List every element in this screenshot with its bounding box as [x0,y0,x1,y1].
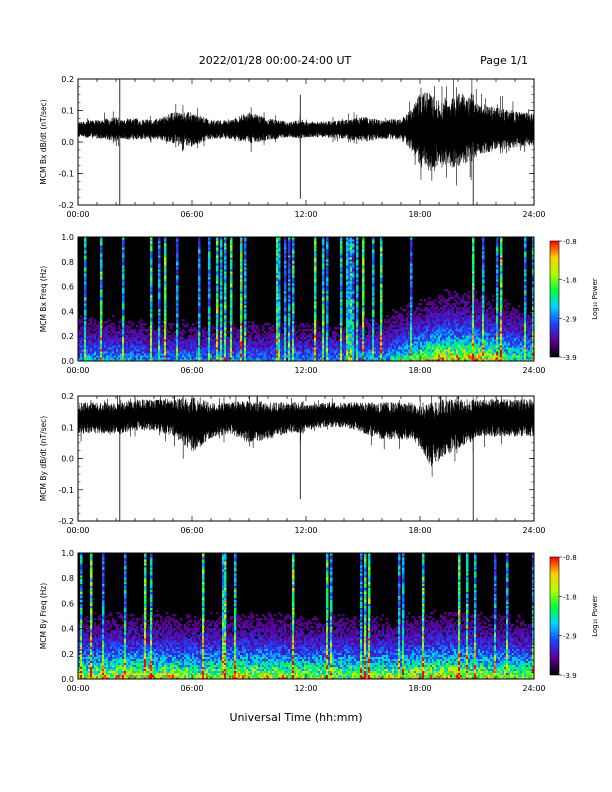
x-tick-label: 06:00 [180,526,203,535]
y-tick-label: 0.8 [61,258,74,267]
page-title: 2022/01/28 00:00-24:00 UT [199,54,352,67]
y-tick-label: 0.8 [61,574,74,583]
x-tick-label: 12:00 [294,526,317,535]
x-tick-label: 06:00 [180,684,203,693]
colorbar-tick-label: -2.9 [563,315,577,323]
series-trace [78,396,534,477]
y-tick-label: 0.0 [61,455,74,464]
colorbar-tick-label: -1.8 [563,277,577,285]
colorbar-tick-label: -3.9 [563,354,577,362]
colorbar [549,556,560,676]
y-axis-label: MCM Bx dB/dt (nT/sec) [39,99,48,184]
colorbar-label: Log₁₀ Power [591,595,599,637]
y-tick-label: 0.1 [61,423,74,432]
y-tick-label: 0.1 [61,107,74,116]
y-tick-label: 0.6 [61,599,74,608]
x-tick-label: 24:00 [522,684,545,693]
y-tick-label: -0.1 [58,170,74,179]
panel-2: -0.8 -1.8 -2.9 -3.9 Log₁₀ Power 00:00 06:00 12:… [39,233,599,375]
y-axis-label: MCM Bx Freq (Hz) [39,266,48,332]
colorbar-label: Log₁₀ Power [591,278,599,320]
y-tick-label: -0.2 [58,201,74,210]
colorbar-tick-label: -1.8 [563,593,577,601]
colorbar-tick-label: -2.9 [563,633,577,641]
x-tick-label: 12:00 [294,210,317,219]
y-axis-label: MCM By Freq (Hz) [39,583,48,649]
page-number: Page 1/1 [480,54,528,67]
colorbar-tick-label: -3.9 [563,672,577,680]
y-tick-label: 0.2 [61,332,74,341]
y-tick-label: 0.0 [61,675,74,684]
x-axis-title: Universal Time (hh:mm) [230,711,363,724]
y-tick-label: 0.0 [61,357,74,366]
spectrogram-cells [78,553,534,679]
x-tick-label: 24:00 [522,366,545,375]
x-tick-label: 12:00 [294,684,317,693]
x-tick-label: 18:00 [408,684,431,693]
y-tick-label: 0.2 [61,650,74,659]
x-tick-label: 00:00 [66,366,89,375]
panels-group: 00:00 06:00 12:00 18:00 24:00 0.2 0.1 0.0 -0.1 -0… [39,75,599,693]
x-tick-label: 18:00 [408,366,431,375]
y-tick-label: -0.2 [58,517,74,526]
x-tick-label: 06:00 [180,366,203,375]
panel-3: 00:00 06:00 12:00 18:00 24:00 0.2 0.1 0.0 -0.1 -0… [39,392,546,535]
y-tick-label: 0.2 [61,392,74,401]
plot-area [78,237,534,361]
panel-1: 00:00 06:00 12:00 18:00 24:00 0.2 0.1 0.0 -0.1 -0… [39,75,546,219]
x-tick-label: 00:00 [66,684,89,693]
y-tick-label: 1.0 [61,233,74,242]
x-tick-label: 06:00 [180,210,203,219]
panel-4: -0.8 -1.8 -2.9 -3.9 Log₁₀ Power 00:00 06:00 12:… [39,549,599,693]
x-tick-label: 18:00 [408,210,431,219]
spectrogram-cells [78,237,534,361]
x-tick-label: 24:00 [522,210,545,219]
y-tick-label: 0.4 [61,625,74,634]
x-tick-label: 18:00 [408,526,431,535]
y-tick-label: 0.2 [61,75,74,84]
y-tick-label: 1.0 [61,549,74,558]
plot-area [78,553,534,679]
colorbar-tick-label: -0.8 [563,554,577,562]
x-tick-label: 00:00 [66,210,89,219]
y-axis-label: MCM By dB/dt (nT/sec) [39,416,48,501]
y-tick-label: 0.4 [61,307,74,316]
x-tick-label: 12:00 [294,366,317,375]
plot-area [78,79,534,205]
colorbar-tick-label: -0.8 [563,238,577,246]
x-tick-label: 24:00 [522,526,545,535]
y-tick-label: 0.0 [61,138,74,147]
y-tick-label: 0.6 [61,283,74,292]
plot-area [78,396,534,521]
series-trace [78,79,534,186]
y-tick-label: -0.1 [58,486,74,495]
colorbar [549,240,560,358]
x-tick-label: 00:00 [66,526,89,535]
